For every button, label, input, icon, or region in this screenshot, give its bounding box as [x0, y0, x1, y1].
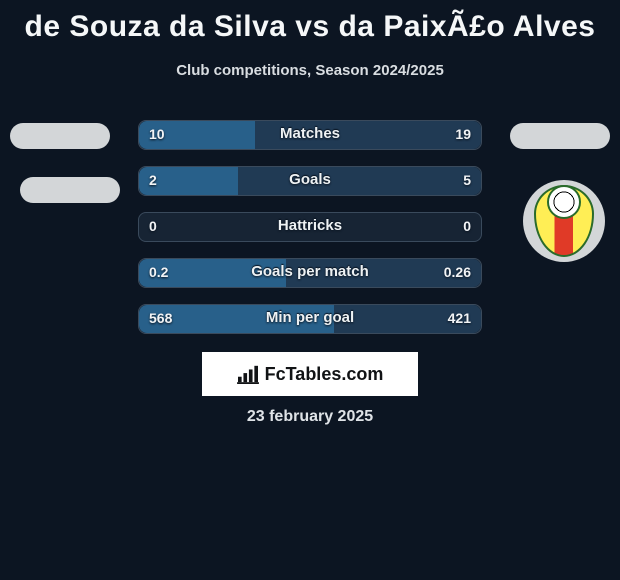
- player-left-avatar-placeholder-2: [20, 177, 120, 203]
- player-right-avatar-placeholder: [510, 123, 610, 149]
- brand-text: FcTables.com: [265, 364, 384, 385]
- player-left-avatar-placeholder-1: [10, 123, 110, 149]
- stat-label: Goals: [139, 171, 481, 188]
- stat-row: 568421Min per goal: [138, 304, 482, 334]
- stat-row: 00Hattricks: [138, 212, 482, 242]
- stats-comparison: 1019Matches 25Goals 00Hattricks 0.20.26Goal…: [138, 120, 482, 350]
- page-subtitle: Club competitions, Season 2024/2025: [0, 62, 620, 79]
- page-title: de Souza da Silva vs da PaixÃ£o Alves: [0, 0, 620, 44]
- stat-row: 0.20.26Goals per match: [138, 258, 482, 288]
- club-crest-icon: [534, 185, 594, 257]
- stat-label: Goals per match: [139, 263, 481, 280]
- bar-chart-icon: [237, 364, 259, 384]
- club-badge: [523, 180, 605, 262]
- brand-box: FcTables.com: [202, 352, 418, 396]
- stat-label: Matches: [139, 125, 481, 142]
- date-label: 23 february 2025: [0, 408, 620, 426]
- stat-row: 1019Matches: [138, 120, 482, 150]
- stat-label: Hattricks: [139, 217, 481, 234]
- stat-row: 25Goals: [138, 166, 482, 196]
- stat-label: Min per goal: [139, 309, 481, 326]
